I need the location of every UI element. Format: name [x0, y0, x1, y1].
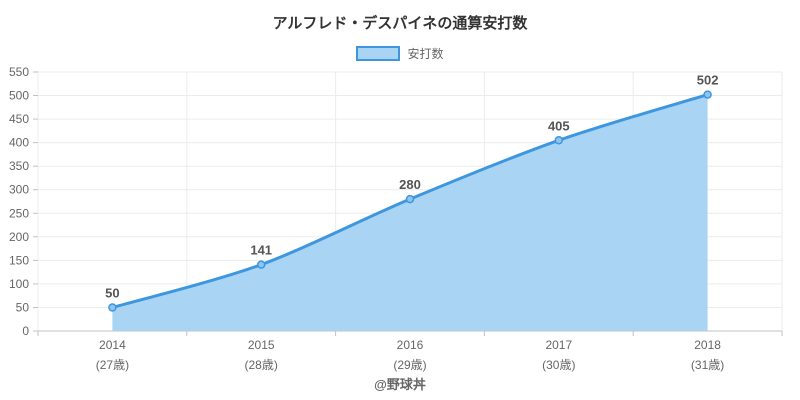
legend-swatch	[356, 46, 401, 61]
x-axis-label-age: (29歳)	[393, 358, 426, 372]
data-point[interactable]	[405, 194, 415, 204]
x-axis-label-year: 2014	[99, 338, 126, 352]
data-point[interactable]	[108, 303, 117, 312]
x-axis-label-age: (27歳)	[96, 358, 129, 372]
x-axis-label-age: (31歳)	[691, 358, 724, 372]
area-fill	[112, 94, 708, 331]
y-axis-label: 400	[9, 136, 29, 150]
chart-title: アルフレド・デスパイネの通算安打数	[272, 15, 528, 32]
data-point[interactable]	[703, 90, 712, 99]
y-axis-label: 450	[9, 112, 29, 126]
y-axis-label: 0	[22, 324, 29, 338]
y-axis-label: 350	[9, 159, 29, 173]
y-axis-label: 200	[9, 230, 29, 244]
data-point[interactable]	[256, 260, 266, 269]
y-axis-label: 100	[9, 277, 29, 291]
x-axis-label-age: (28歳)	[245, 358, 278, 372]
data-point-label: 502	[697, 73, 719, 88]
y-axis-label: 150	[9, 253, 29, 267]
data-point-label: 405	[548, 118, 570, 133]
x-axis-label-age: (30歳)	[542, 358, 575, 372]
x-axis-label-year: 2017	[545, 338, 572, 352]
data-point[interactable]	[554, 136, 564, 145]
data-point-label: 280	[399, 177, 421, 192]
y-axis-label: 50	[16, 301, 30, 315]
data-point-label: 141	[250, 243, 272, 258]
y-axis-label: 550	[9, 65, 29, 79]
y-axis-label: 500	[9, 89, 29, 103]
data-point-label: 50	[105, 286, 119, 301]
y-axis-label: 250	[9, 206, 29, 220]
legend[interactable]: 安打数	[0, 45, 800, 62]
x-axis-label-year: 2016	[397, 338, 424, 352]
x-axis-label-year: 2018	[694, 338, 721, 352]
y-axis-label: 300	[9, 183, 29, 197]
footer-credit: @野球丼	[374, 377, 426, 392]
x-axis-label-year: 2015	[248, 338, 275, 352]
legend-label: 安打数	[407, 47, 444, 61]
